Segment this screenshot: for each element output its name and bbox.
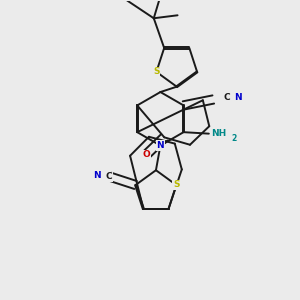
- Text: 2: 2: [232, 134, 237, 142]
- Text: N: N: [93, 171, 100, 180]
- Text: NH: NH: [212, 129, 227, 138]
- Text: C: C: [105, 172, 112, 181]
- Text: S: S: [173, 181, 179, 190]
- Text: C: C: [224, 94, 230, 103]
- Text: S: S: [153, 68, 160, 76]
- Text: O: O: [142, 150, 150, 159]
- Text: N: N: [157, 141, 164, 150]
- Text: N: N: [234, 94, 242, 103]
